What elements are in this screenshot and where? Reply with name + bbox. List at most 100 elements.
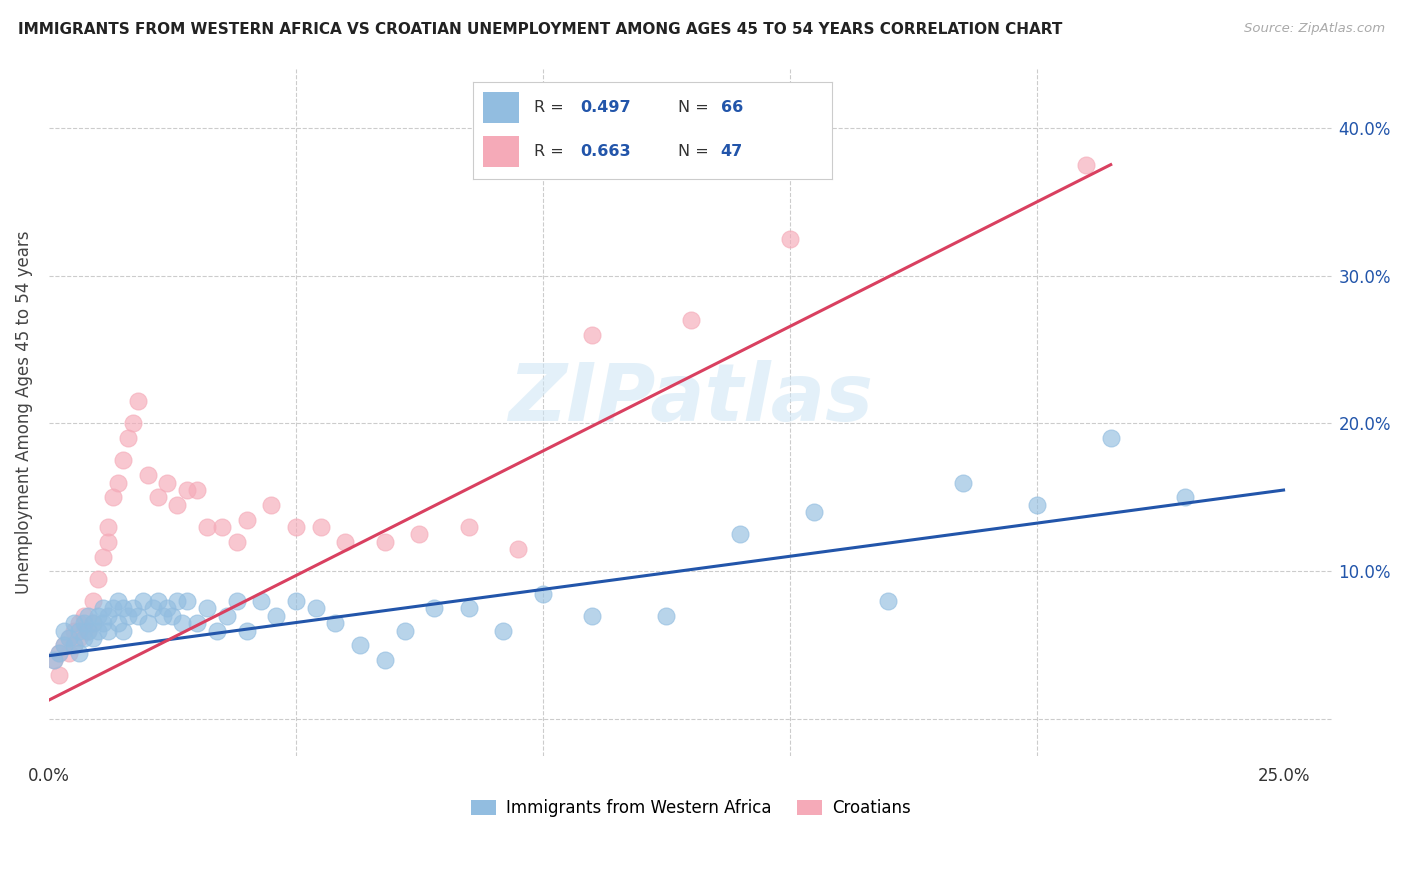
Point [62,638,84,652]
Point [82,631,104,645]
Legend: Immigrants from Western Africa, Croatians: Immigrants from Western Africa, Croatian… [464,792,917,823]
Point [335,534,357,549]
Point [97,608,120,623]
Point [655,608,678,623]
Point [581,608,603,623]
Point [82,616,104,631]
Point [62,616,84,631]
Point [309,520,332,534]
Point [72,624,94,638]
Point [82,616,104,631]
Point [176,594,198,608]
Point [67,616,90,631]
Point [127,394,149,409]
Point [132,594,155,608]
Point [205,624,228,638]
Point [284,520,307,534]
Point [211,520,233,534]
Point [581,327,603,342]
Point [250,594,273,608]
Point [97,520,120,534]
Point [284,594,307,608]
Point [62,624,84,638]
Point [91,601,114,615]
Point [304,601,326,615]
Point [408,527,430,541]
Point [52,638,75,652]
Point [52,624,75,638]
Point [42,653,65,667]
Point [62,638,84,652]
Text: ZIPatlas: ZIPatlas [509,359,873,438]
Point [91,616,114,631]
Point [58,631,80,645]
Point [67,624,90,638]
Point [122,417,145,431]
Point [457,601,479,615]
Point [77,608,100,623]
Point [1099,431,1122,445]
Point [52,638,75,652]
Point [72,631,94,645]
Point [117,608,139,623]
Point [107,475,129,490]
Point [146,491,169,505]
Point [325,616,347,631]
Point [42,653,65,667]
Point [87,624,110,638]
Point [97,534,120,549]
Point [508,542,530,557]
Point [457,520,479,534]
Point [112,601,135,615]
Point [146,594,169,608]
Point [152,608,174,623]
Point [127,608,149,623]
Point [72,616,94,631]
Point [531,586,554,600]
Point [394,624,416,638]
Point [215,608,238,623]
Point [48,646,70,660]
Y-axis label: Unemployment Among Ages 45 to 54 years: Unemployment Among Ages 45 to 54 years [15,231,32,594]
Point [374,653,396,667]
Point [779,231,801,245]
Point [260,498,283,512]
Text: IMMIGRANTS FROM WESTERN AFRICA VS CROATIAN UNEMPLOYMENT AMONG AGES 45 TO 54 YEAR: IMMIGRANTS FROM WESTERN AFRICA VS CROATI… [18,22,1063,37]
Point [48,646,70,660]
Point [67,631,90,645]
Point [112,453,135,467]
Point [166,498,188,512]
Point [730,527,752,541]
Point [166,594,188,608]
Point [58,646,80,660]
Point [87,608,110,623]
Point [142,601,165,615]
Point [82,594,104,608]
Point [235,624,257,638]
Point [225,594,247,608]
Point [172,616,194,631]
Point [156,601,179,615]
Point [97,624,120,638]
Point [1074,158,1097,172]
Point [176,483,198,497]
Point [492,624,515,638]
Point [77,624,100,638]
Point [162,608,184,623]
Point [952,475,974,490]
Point [87,572,110,586]
Point [136,468,159,483]
Point [156,475,179,490]
Point [107,616,129,631]
Point [264,608,287,623]
Point [186,616,208,631]
Point [67,646,90,660]
Point [58,631,80,645]
Point [117,431,139,445]
Point [195,601,218,615]
Point [195,520,218,534]
Point [77,624,100,638]
Point [107,594,129,608]
Point [136,616,159,631]
Point [122,601,145,615]
